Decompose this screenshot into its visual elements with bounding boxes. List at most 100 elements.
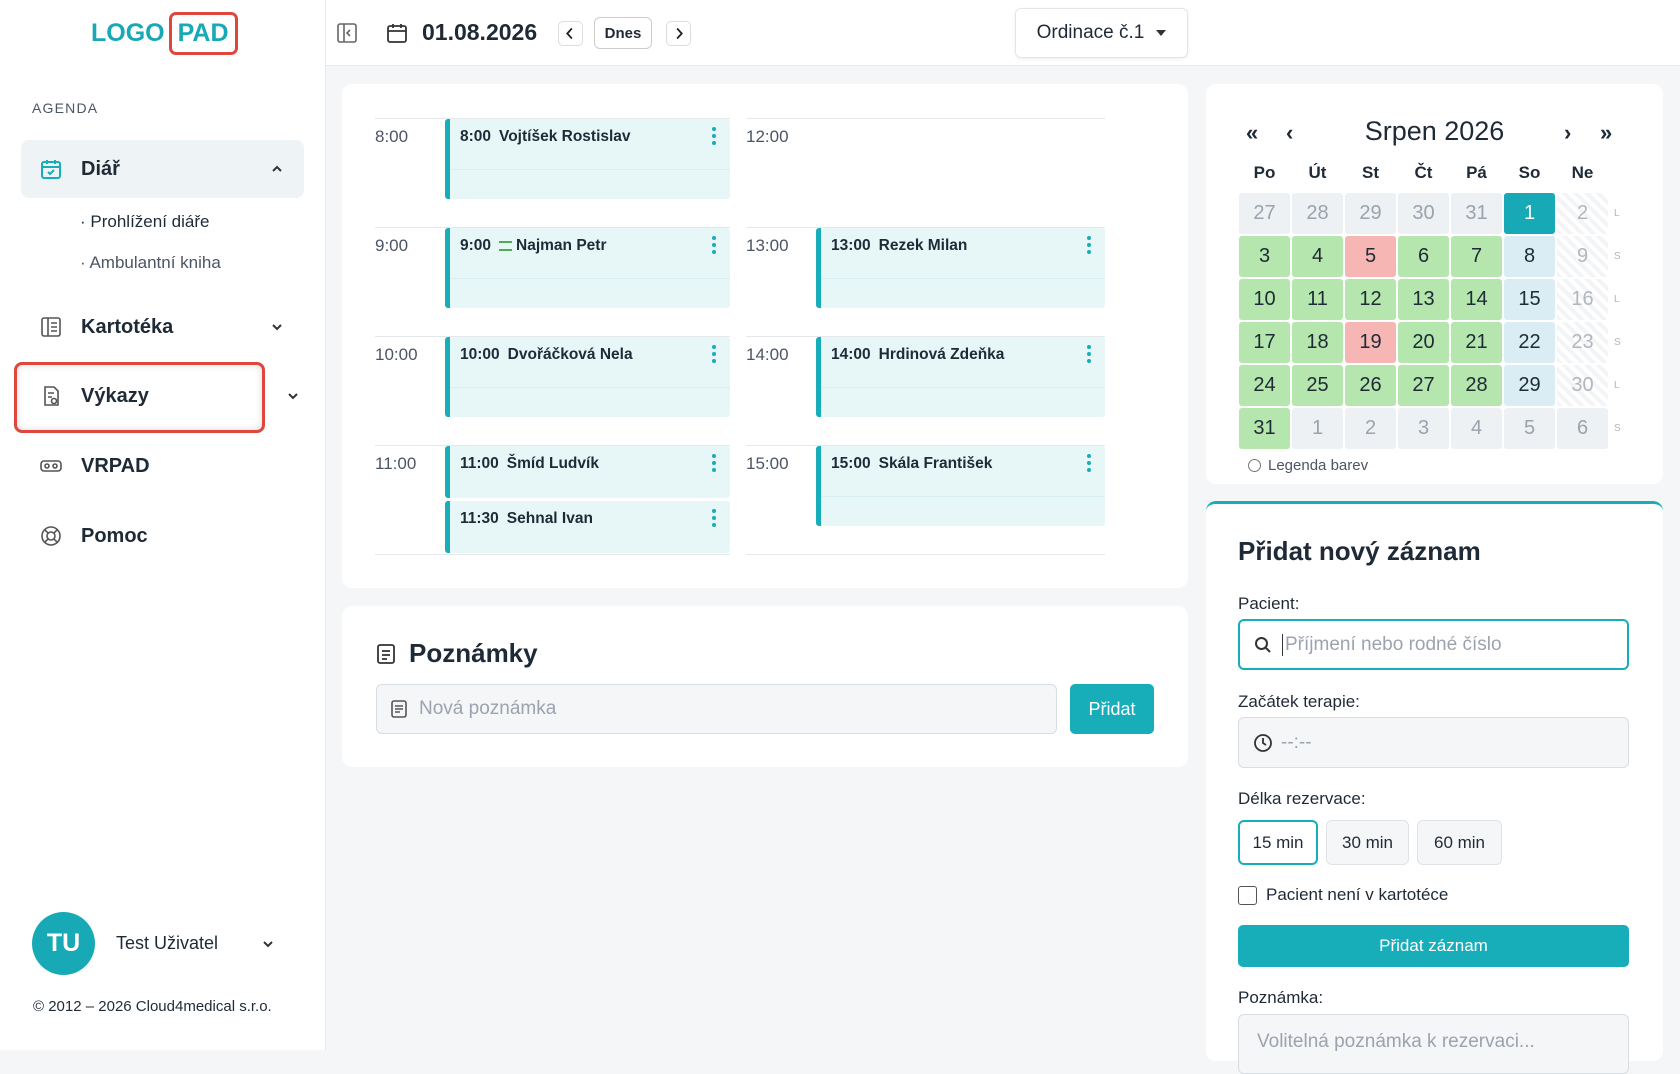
appointment[interactable]: 11:30 Sehnal Ivan: [445, 501, 730, 553]
day-cell[interactable]: 27: [1239, 193, 1290, 234]
day-cell[interactable]: 22: [1504, 322, 1555, 363]
day-cell[interactable]: 7: [1451, 236, 1502, 277]
office-select[interactable]: Ordinace č.1: [1015, 8, 1188, 58]
day-cell[interactable]: 11: [1292, 279, 1343, 320]
form-title: Přidat nový záznam: [1238, 536, 1481, 566]
appointment[interactable]: 13:00 Rezek Milan: [816, 228, 1105, 308]
today-button[interactable]: Dnes: [594, 17, 652, 49]
weekday: Ne: [1571, 163, 1594, 182]
calendar-nav[interactable]: «: [1246, 120, 1259, 145]
day-cell[interactable]: 19: [1345, 322, 1396, 363]
calendar-nav[interactable]: ›: [1564, 120, 1572, 145]
icon: [44, 386, 59, 406]
nav-item[interactable]: Výkazy: [21, 367, 304, 425]
sub-item[interactable]: · Prohlížení diáře: [80, 212, 210, 231]
day-cell[interactable]: 16: [1557, 279, 1608, 320]
hour-label: 12:00: [746, 127, 789, 146]
day-cell[interactable]: 26: [1345, 365, 1396, 406]
day-cell[interactable]: 12: [1345, 279, 1396, 320]
appointment[interactable]: 15:00 Skála František: [816, 446, 1105, 526]
nav-item[interactable]: Pomoc: [21, 507, 304, 565]
calendar-nav[interactable]: »: [1600, 120, 1613, 145]
day-cell[interactable]: 27: [1398, 365, 1449, 406]
menu-button[interactable]: [1087, 454, 1091, 475]
day-cell[interactable]: 1: [1292, 408, 1343, 449]
day-cell[interactable]: 20: [1398, 322, 1449, 363]
sub-item[interactable]: · Ambulantní kniha: [80, 253, 221, 272]
note-textarea[interactable]: Volitelná poznámka k rezervaci...: [1238, 1014, 1629, 1074]
chevron: [272, 324, 282, 331]
day-cell[interactable]: 5: [1345, 236, 1396, 277]
day-cell[interactable]: 5: [1504, 408, 1555, 449]
checkbox-label[interactable]: Pacient není v kartotéce: [1266, 885, 1449, 904]
day-cell[interactable]: 29: [1504, 365, 1555, 406]
menu-button[interactable]: [712, 509, 716, 530]
day-cell[interactable]: 23: [1557, 322, 1608, 363]
length-option[interactable]: 30 min: [1326, 820, 1409, 865]
menu-button[interactable]: [1087, 236, 1091, 257]
day-cell[interactable]: 14: [1451, 279, 1502, 320]
note-input[interactable]: Nová poznámka: [376, 684, 1057, 734]
appointment[interactable]: 9:00 Najman Petr: [445, 228, 730, 308]
day-cell[interactable]: 24: [1239, 365, 1290, 406]
day-cell[interactable]: 25: [1292, 365, 1343, 406]
day-cell[interactable]: 18: [1292, 322, 1343, 363]
nav-item[interactable]: Kartotéka: [21, 298, 304, 356]
user-name[interactable]: Test Uživatel: [116, 933, 219, 953]
day-cell[interactable]: 2: [1557, 193, 1608, 234]
day-cell[interactable]: 29: [1345, 193, 1396, 234]
day-cell[interactable]: 2: [1345, 408, 1396, 449]
avatar[interactable]: TU: [32, 912, 95, 975]
day-cell[interactable]: 15: [1504, 279, 1555, 320]
day-cell[interactable]: 28: [1292, 193, 1343, 234]
appointment[interactable]: 11:00 Šmíd Ludvík: [445, 446, 730, 498]
day-cell[interactable]: 4: [1292, 236, 1343, 277]
menu-button[interactable]: [1087, 345, 1091, 366]
day-cell[interactable]: 30: [1557, 365, 1608, 406]
day-cell[interactable]: 1: [1504, 193, 1555, 234]
calendar-title: Srpen 2026: [1364, 116, 1505, 146]
menu-button[interactable]: [712, 127, 716, 148]
day-cell[interactable]: 6: [1557, 408, 1608, 449]
calendar-nav[interactable]: ‹: [1286, 120, 1294, 145]
next-button[interactable]: [666, 21, 691, 46]
nav-label: Výkazy: [81, 384, 149, 407]
logo-left: LOGO: [91, 19, 165, 47]
chevron: [263, 941, 273, 948]
day-cell[interactable]: 10: [1239, 279, 1290, 320]
day-cell[interactable]: 31: [1239, 408, 1290, 449]
day-cell[interactable]: 8: [1504, 236, 1555, 277]
start-input[interactable]: --:--: [1238, 717, 1629, 768]
nav-item[interactable]: VRPAD: [21, 437, 304, 495]
day-cell[interactable]: 6: [1398, 236, 1449, 277]
menu-button[interactable]: [712, 345, 716, 366]
date[interactable]: 01.08.2026: [422, 19, 538, 45]
logo[interactable]: LOGO PAD: [91, 12, 238, 55]
day-cell[interactable]: 17: [1239, 322, 1290, 363]
appointment[interactable]: 14:00 Hrdinová Zdeňka: [816, 337, 1105, 417]
field-label: Začátek terapie:: [1238, 692, 1360, 711]
add-note-button[interactable]: Přidat: [1070, 684, 1154, 734]
length-option[interactable]: 60 min: [1417, 820, 1502, 865]
day-cell[interactable]: 4: [1451, 408, 1502, 449]
menu-button[interactable]: [712, 454, 716, 475]
patient-input[interactable]: Příjmení nebo rodné číslo: [1238, 619, 1629, 670]
nav-item[interactable]: Diář: [21, 140, 304, 198]
prev-button[interactable]: [558, 21, 583, 46]
day-cell[interactable]: 3: [1398, 408, 1449, 449]
appointment[interactable]: 10:00 Dvořáčková Nela: [445, 337, 730, 417]
length-option[interactable]: 15 min: [1238, 820, 1318, 865]
day-cell[interactable]: 9: [1557, 236, 1608, 277]
day-cell[interactable]: 3: [1239, 236, 1290, 277]
day-cell[interactable]: 13: [1398, 279, 1449, 320]
menu-button[interactable]: [712, 236, 716, 257]
appointment[interactable]: 8:00 Vojtíšek Rostislav: [445, 119, 730, 199]
collapse-button[interactable]: [336, 22, 358, 44]
legend[interactable]: Legenda barev: [1248, 457, 1368, 474]
day-cell[interactable]: 21: [1451, 322, 1502, 363]
submit-button[interactable]: Přidat záznam: [1238, 925, 1629, 967]
checkbox[interactable]: [1238, 886, 1257, 905]
day-cell[interactable]: 31: [1451, 193, 1502, 234]
day-cell[interactable]: 28: [1451, 365, 1502, 406]
day-cell[interactable]: 30: [1398, 193, 1449, 234]
